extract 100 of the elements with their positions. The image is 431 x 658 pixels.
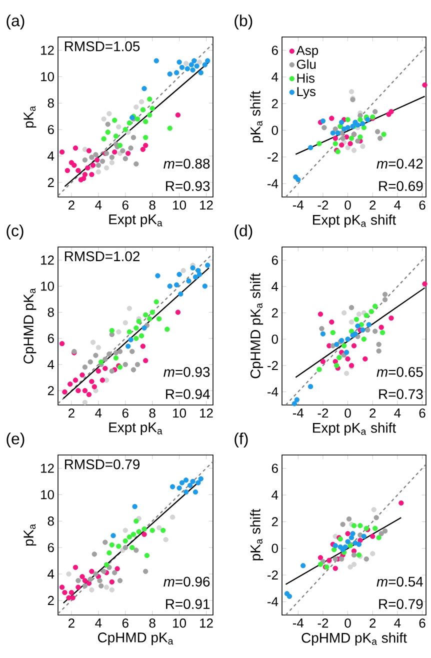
annotation: m=0.65: [376, 367, 423, 377]
x-tick-label: 4: [95, 618, 102, 628]
y-tick-label: 0: [272, 126, 278, 135]
y-tick-label: 6: [48, 334, 54, 343]
x-tick-label: 8: [149, 408, 156, 418]
y-tick-label: 6: [272, 464, 278, 473]
y-tick-label: 4: [272, 490, 278, 500]
x-tick-label: 2: [68, 200, 74, 210]
y-tick-label: 0: [272, 544, 278, 553]
annotation: m=0.96: [164, 576, 210, 587]
x-axis-title: CpHMD pK$_{a}$: [98, 632, 174, 646]
x-axis-title: CpHMD pK$_{a}$ shift: [302, 632, 407, 646]
x-tick-label: 0: [344, 200, 351, 210]
x-tick-label: 12: [200, 618, 213, 628]
x-tick-label: 2: [370, 408, 376, 418]
x-axis-title: Expt pK$_{a}$: [109, 422, 162, 436]
y-tick-label: 4: [48, 360, 54, 369]
y-tick-label: 8: [48, 308, 54, 317]
x-tick-label: 4: [95, 408, 102, 418]
x-tick-label: 0: [344, 618, 351, 628]
annotation: m=0.88: [164, 158, 210, 169]
x-tick-label: 0: [344, 408, 351, 418]
y-tick-label: 8: [48, 516, 54, 526]
x-tick-label: 4: [95, 200, 102, 210]
x-tick-label: -4: [292, 408, 304, 418]
y-tick-label: 8: [48, 98, 54, 108]
y-tick-label: 2: [48, 386, 54, 396]
y-tick-label: 12: [41, 464, 54, 473]
x-tick-label: 2: [370, 618, 376, 628]
x-tick-label: 4: [394, 200, 401, 210]
y-axis-title: pK$_{a}$: [24, 524, 36, 546]
legend-label: Asp: [296, 46, 318, 58]
y-tick-label: -4: [268, 179, 278, 188]
y-tick-label: 6: [272, 256, 278, 265]
y-tick-label: 10: [41, 490, 54, 500]
annotation: m=0.93: [164, 367, 210, 377]
y-axis-title: pK$_{a}$ shift: [250, 90, 264, 142]
x-tick-label: 4: [394, 618, 401, 628]
x-tick-label: 6: [122, 408, 128, 418]
y-axis-title: CpHMD pK$_{a}$: [24, 288, 36, 364]
annotation: m=0.42: [376, 158, 423, 169]
x-tick-label: 6: [419, 618, 426, 628]
x-tick-label: -4: [292, 200, 304, 210]
annotation: R=0.73: [379, 389, 423, 400]
chart-title: (a): [6, 14, 24, 30]
y-axis-title: CpHMD pK$_{a}$ shift: [250, 273, 264, 378]
y-tick-label: 0: [272, 334, 278, 344]
y-axis-title: pK$_{a}$ shift: [250, 508, 264, 560]
y-tick-label: 2: [272, 99, 278, 108]
y-tick-label: 4: [272, 282, 278, 291]
x-tick-label: 2: [68, 618, 74, 628]
x-tick-label: 2: [370, 200, 376, 210]
x-axis-title: Expt pK$_{a}$: [109, 214, 162, 228]
x-axis-title: Expt pK$_{a}$ shift: [313, 422, 396, 436]
annotation: R=0.93: [166, 181, 210, 192]
chart-title: (d): [234, 224, 252, 240]
y-tick-label: 10: [41, 72, 54, 82]
y-tick-label: 12: [41, 46, 54, 55]
chart-title: (b): [234, 14, 252, 30]
chart-title: (e): [6, 432, 24, 448]
y-tick-label: 12: [41, 256, 54, 265]
annotation: R=0.91: [166, 599, 210, 610]
annotation: m=0.54: [376, 576, 423, 587]
legend-label: Lys: [297, 87, 316, 99]
annotation: R=0.79: [379, 599, 423, 610]
x-tick-label: 6: [122, 618, 128, 628]
x-tick-label: 12: [200, 408, 213, 418]
y-tick-label: 6: [48, 124, 54, 134]
y-tick-label: 4: [272, 72, 278, 82]
y-tick-label: 2: [48, 178, 54, 187]
annotation: RMSD=0.79: [64, 459, 140, 470]
annotation: RMSD=1.05: [64, 41, 140, 52]
annotation: R=0.94: [166, 389, 210, 400]
y-axis-title: pK$_{a}$: [24, 106, 36, 128]
y-tick-label: -2: [268, 570, 278, 580]
y-tick-label: 10: [41, 282, 54, 291]
x-axis-title: Expt pK$_{a}$ shift: [313, 214, 396, 228]
y-tick-label: 4: [48, 152, 54, 160]
annotation: R=0.69: [379, 181, 423, 192]
x-tick-label: 2: [68, 408, 74, 418]
annotation: RMSD=1.02: [64, 251, 140, 262]
x-tick-label: 8: [149, 200, 156, 210]
x-tick-label: 10: [173, 200, 186, 210]
x-tick-label: -2: [318, 408, 328, 418]
y-tick-label: 6: [48, 542, 54, 552]
x-tick-label: 6: [419, 408, 426, 418]
y-tick-label: 2: [272, 517, 278, 526]
x-tick-label: 6: [122, 200, 128, 210]
y-tick-label: -2: [268, 360, 278, 370]
chart-title: (f): [234, 432, 248, 448]
y-tick-label: 6: [272, 46, 278, 55]
x-tick-label: 6: [419, 200, 426, 210]
y-tick-label: 2: [48, 596, 54, 605]
x-tick-label: -4: [292, 618, 304, 628]
y-tick-label: -2: [268, 152, 278, 162]
x-tick-label: 10: [173, 618, 186, 628]
x-tick-label: 12: [200, 200, 213, 210]
x-tick-label: 4: [394, 408, 401, 418]
legend-label: Glu: [296, 59, 316, 69]
x-tick-label: -2: [318, 618, 328, 628]
